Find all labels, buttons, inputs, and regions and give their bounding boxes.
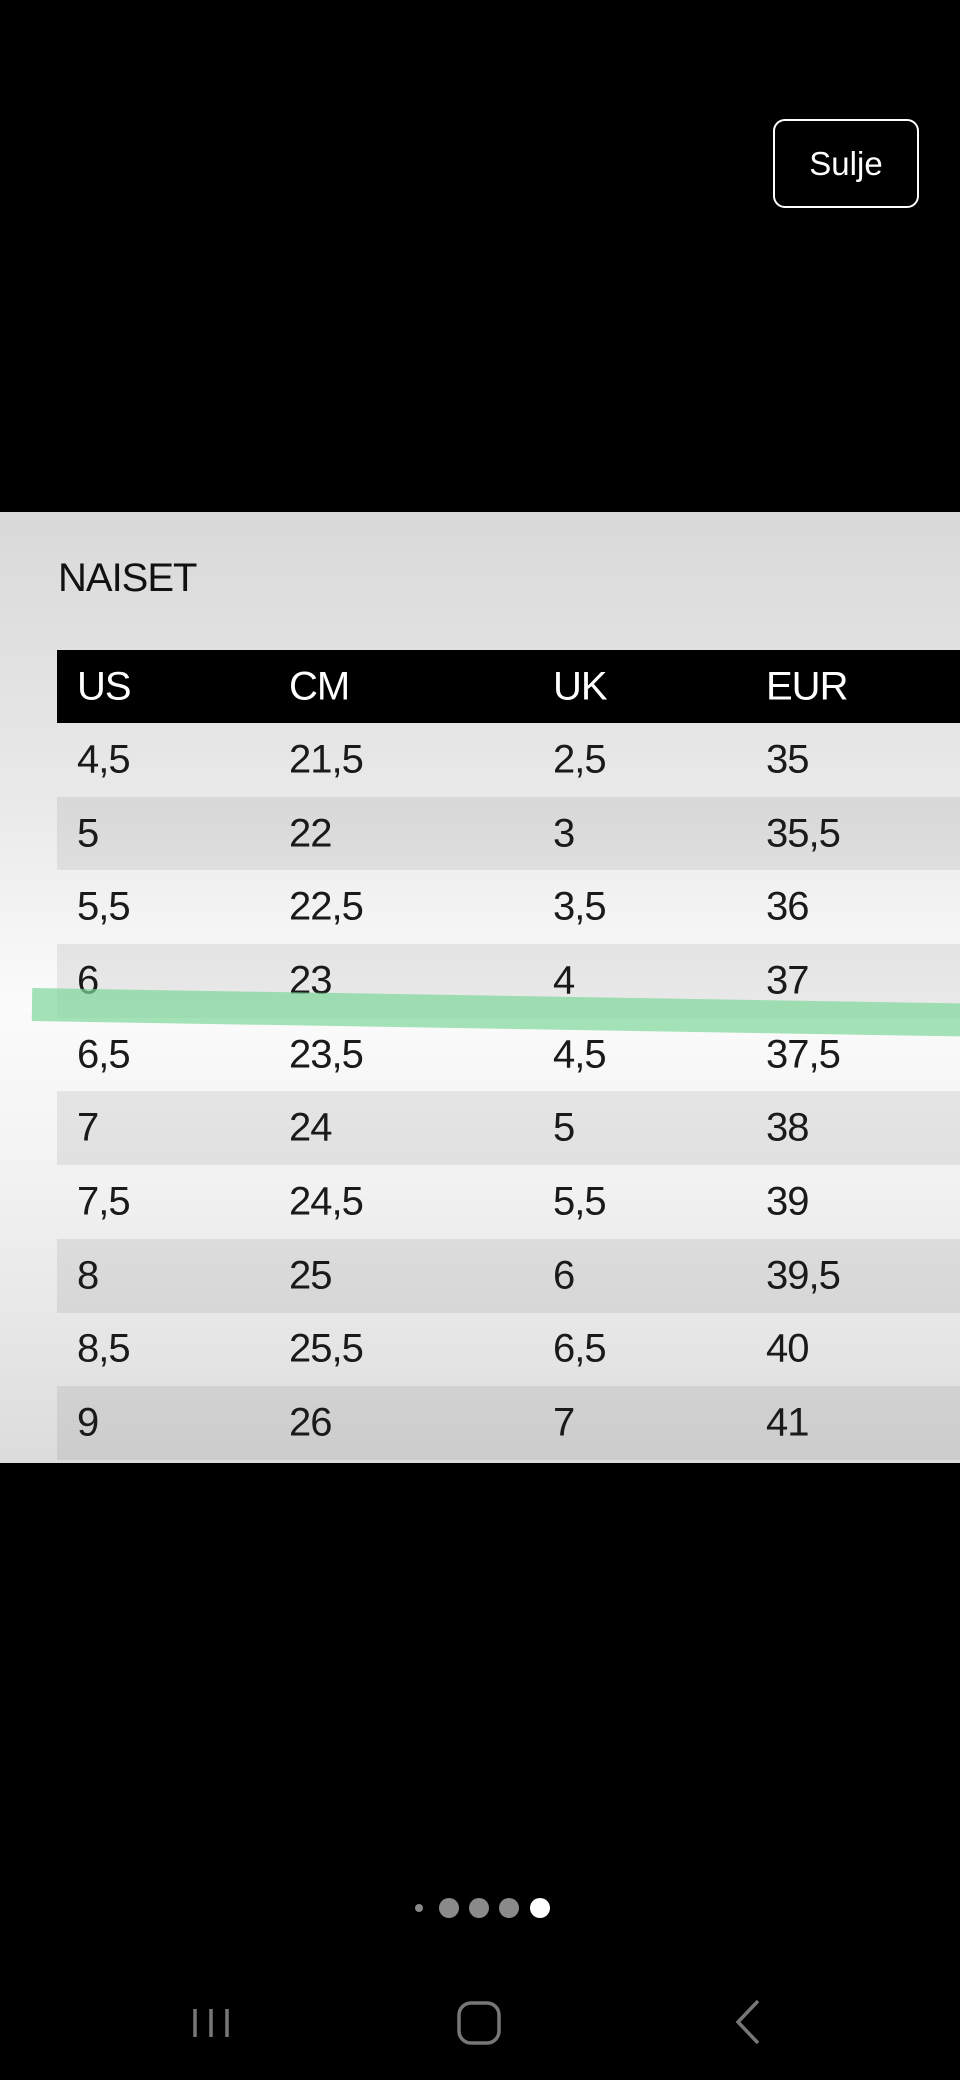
page-dot[interactable] [530,1898,550,1918]
table-cell: 25,5 [289,1326,364,1371]
page-dot[interactable] [415,1904,423,1912]
table-cell: 24 [289,1105,332,1150]
table-cell: 24,5 [289,1179,364,1224]
page-dot[interactable] [469,1898,489,1918]
page-dot[interactable] [499,1898,519,1918]
table-cell: 4,5 [553,1032,607,1077]
table-row: 8 25 6 39,5 [57,1238,960,1313]
table-row: 8,5 25,5 6,5 40 [57,1313,960,1387]
table-cell: 5 [553,1105,575,1150]
table-cell: 35,5 [766,811,841,856]
size-table: US CM UK EUR 4,5 21,5 2,5 35 5 22 3 35,5 5,5 22,5… [57,650,960,1460]
table-cell: 3 [553,811,575,856]
back-icon[interactable] [730,1995,766,2050]
table-cell: 4 [553,958,575,1003]
table-cell: 41 [766,1400,809,1445]
home-icon[interactable] [455,1995,503,2050]
table-cell: 26 [289,1400,332,1445]
close-button[interactable]: Sulje [773,119,919,208]
recent-apps-icon[interactable] [189,1995,233,2050]
chart-title: NAISET [58,556,197,600]
table-cell: 37,5 [766,1032,841,1077]
table-cell: 5,5 [77,884,131,929]
table-cell: 22,5 [289,884,364,929]
table-cell: 37 [766,958,809,1003]
table-cell: 39,5 [766,1253,841,1298]
table-cell: 25 [289,1253,332,1298]
table-cell: 9 [77,1400,99,1445]
table-cell: 7,5 [77,1179,131,1224]
header-eur: EUR [766,664,848,708]
table-cell: 7 [77,1105,99,1150]
table-cell: 21,5 [289,737,364,782]
table-row: 4,5 21,5 2,5 35 [57,723,960,797]
table-cell: 38 [766,1105,809,1150]
header-uk: UK [553,664,608,708]
size-chart-image: NAISET US CM UK EUR 4,5 21,5 2,5 35 5 22 3 35,5… [0,512,960,1463]
table-row: 6,5 23,5 4,5 37,5 [57,1018,960,1092]
table-row: 9 26 7 41 [57,1386,960,1460]
table-cell: 22 [289,811,332,856]
table-row: 5 22 3 35,5 [57,796,960,871]
table-cell: 7 [553,1400,575,1445]
table-cell: 6,5 [77,1032,131,1077]
table-cell: 39 [766,1179,809,1224]
header-cm: CM [289,664,350,708]
table-cell: 6 [553,1253,575,1298]
header-us: US [77,664,132,708]
table-header: US CM UK EUR [57,650,960,723]
table-cell: 36 [766,884,809,929]
table-cell: 4,5 [77,737,131,782]
table-cell: 35 [766,737,809,782]
table-row: 5,5 22,5 3,5 36 [57,870,960,944]
table-cell: 40 [766,1326,809,1371]
page-indicator [0,1898,960,1918]
table-cell: 8 [77,1253,99,1298]
table-row: 7,5 24,5 5,5 39 [57,1165,960,1239]
table-cell: 23,5 [289,1032,364,1077]
table-cell: 8,5 [77,1326,131,1371]
table-cell: 3,5 [553,884,607,929]
navigation-bar [0,1995,960,2050]
table-cell: 6,5 [553,1326,607,1371]
page-dot[interactable] [439,1898,459,1918]
table-cell: 2,5 [553,737,607,782]
table-row: 7 24 5 38 [57,1091,960,1166]
table-cell: 5,5 [553,1179,607,1224]
table-cell: 5 [77,811,99,856]
